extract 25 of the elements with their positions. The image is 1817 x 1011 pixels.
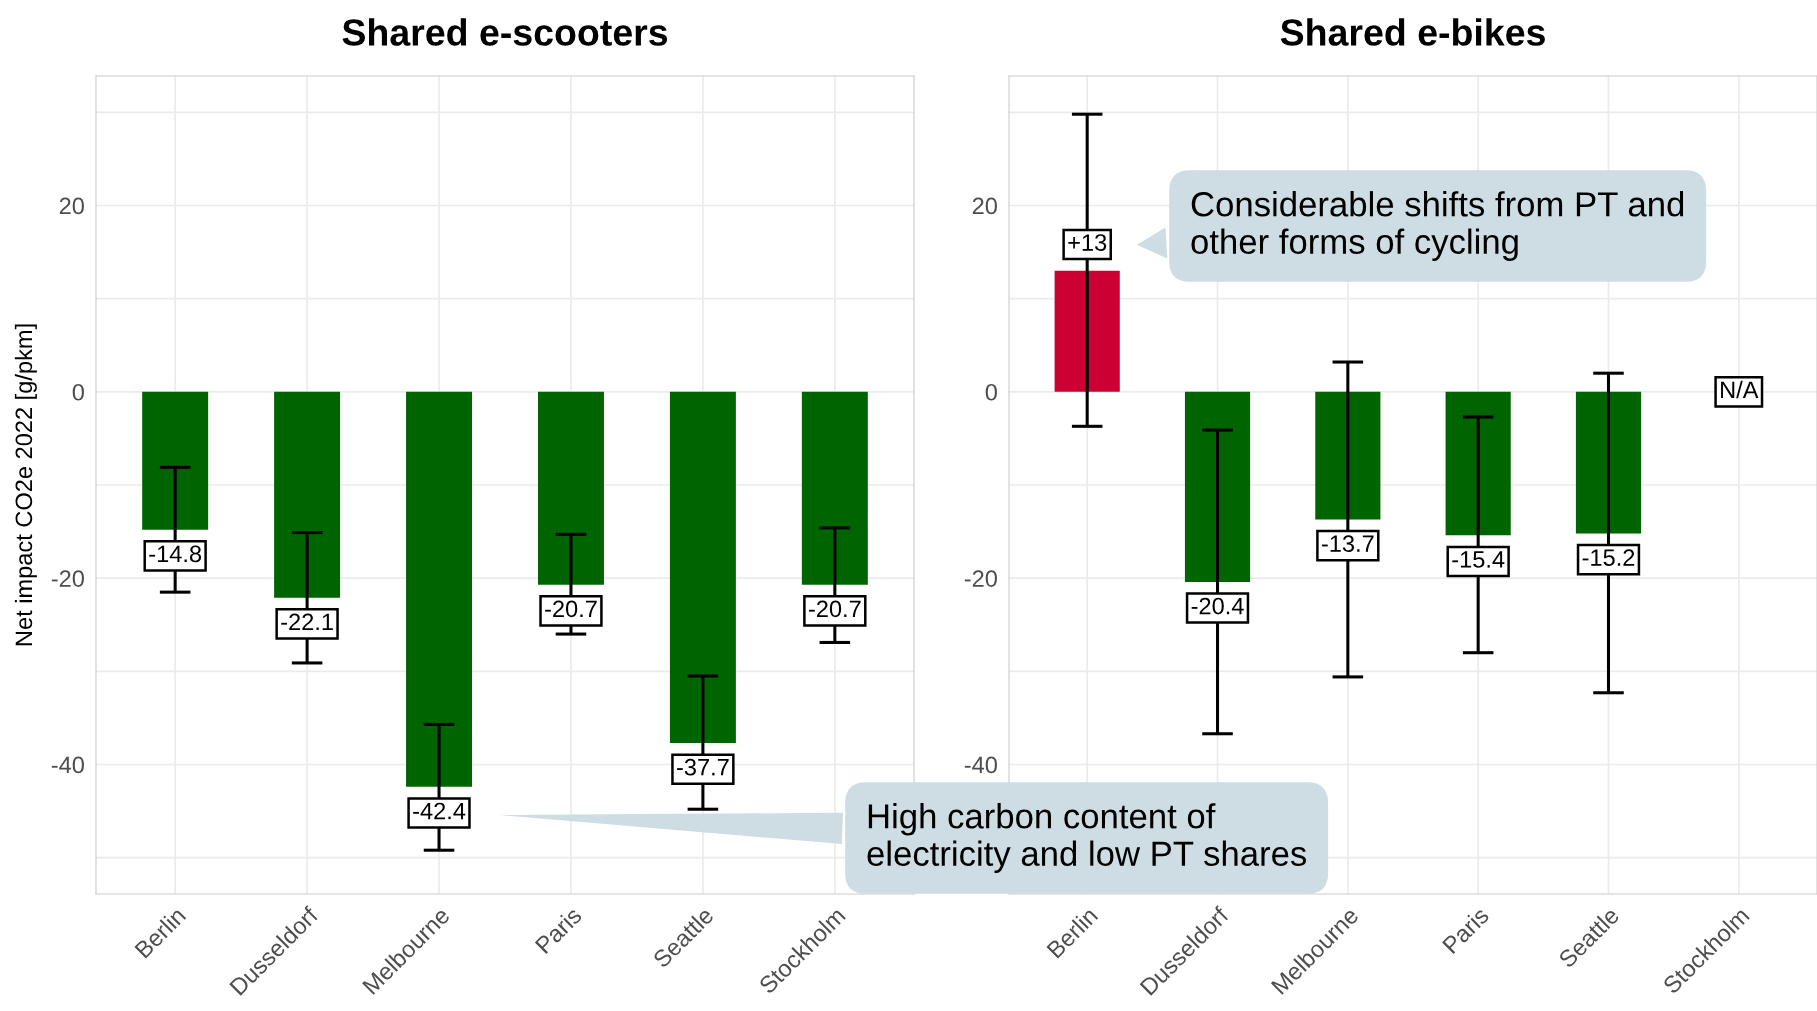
data-label: -15.2: [1582, 549, 1635, 566]
y-tick-label: -20: [964, 570, 997, 587]
y-tick-label: 0: [72, 383, 84, 401]
data-label: +13: [1068, 234, 1107, 251]
text: N/A: [1721, 380, 1759, 399]
data-label: -20.7: [808, 600, 861, 618]
data-label: -42.4: [413, 802, 466, 820]
y-axis-title: Net impact CO2e 2022 [g/pkm]: [14, 324, 37, 646]
data-label: -15.4: [1452, 551, 1505, 568]
data-label: -22.1: [281, 613, 333, 631]
data-label: -37.7: [677, 758, 729, 776]
chart-title: Shared e-bikes: [1280, 18, 1545, 46]
y-tick-label: 20: [59, 197, 84, 215]
y-tick-label: -40: [964, 756, 997, 774]
y-tick-label: 20: [972, 197, 997, 215]
y-tick-label: 0: [985, 383, 997, 401]
y-tick-label: -20: [51, 570, 84, 587]
chart-title: Shared e-scooters: [342, 18, 668, 46]
y-tick-label: -40: [51, 756, 84, 774]
annotation: Considerable shifts from PT and other forms of cycling: [1191, 191, 1684, 261]
data-label: -14.8: [149, 545, 202, 563]
annotation: High carbon content of electricity and low PT shares: [867, 803, 1307, 873]
data-label: -20.7: [545, 600, 597, 618]
data-label: -13.7: [1321, 535, 1374, 552]
data-label: -20.4: [1191, 597, 1244, 615]
